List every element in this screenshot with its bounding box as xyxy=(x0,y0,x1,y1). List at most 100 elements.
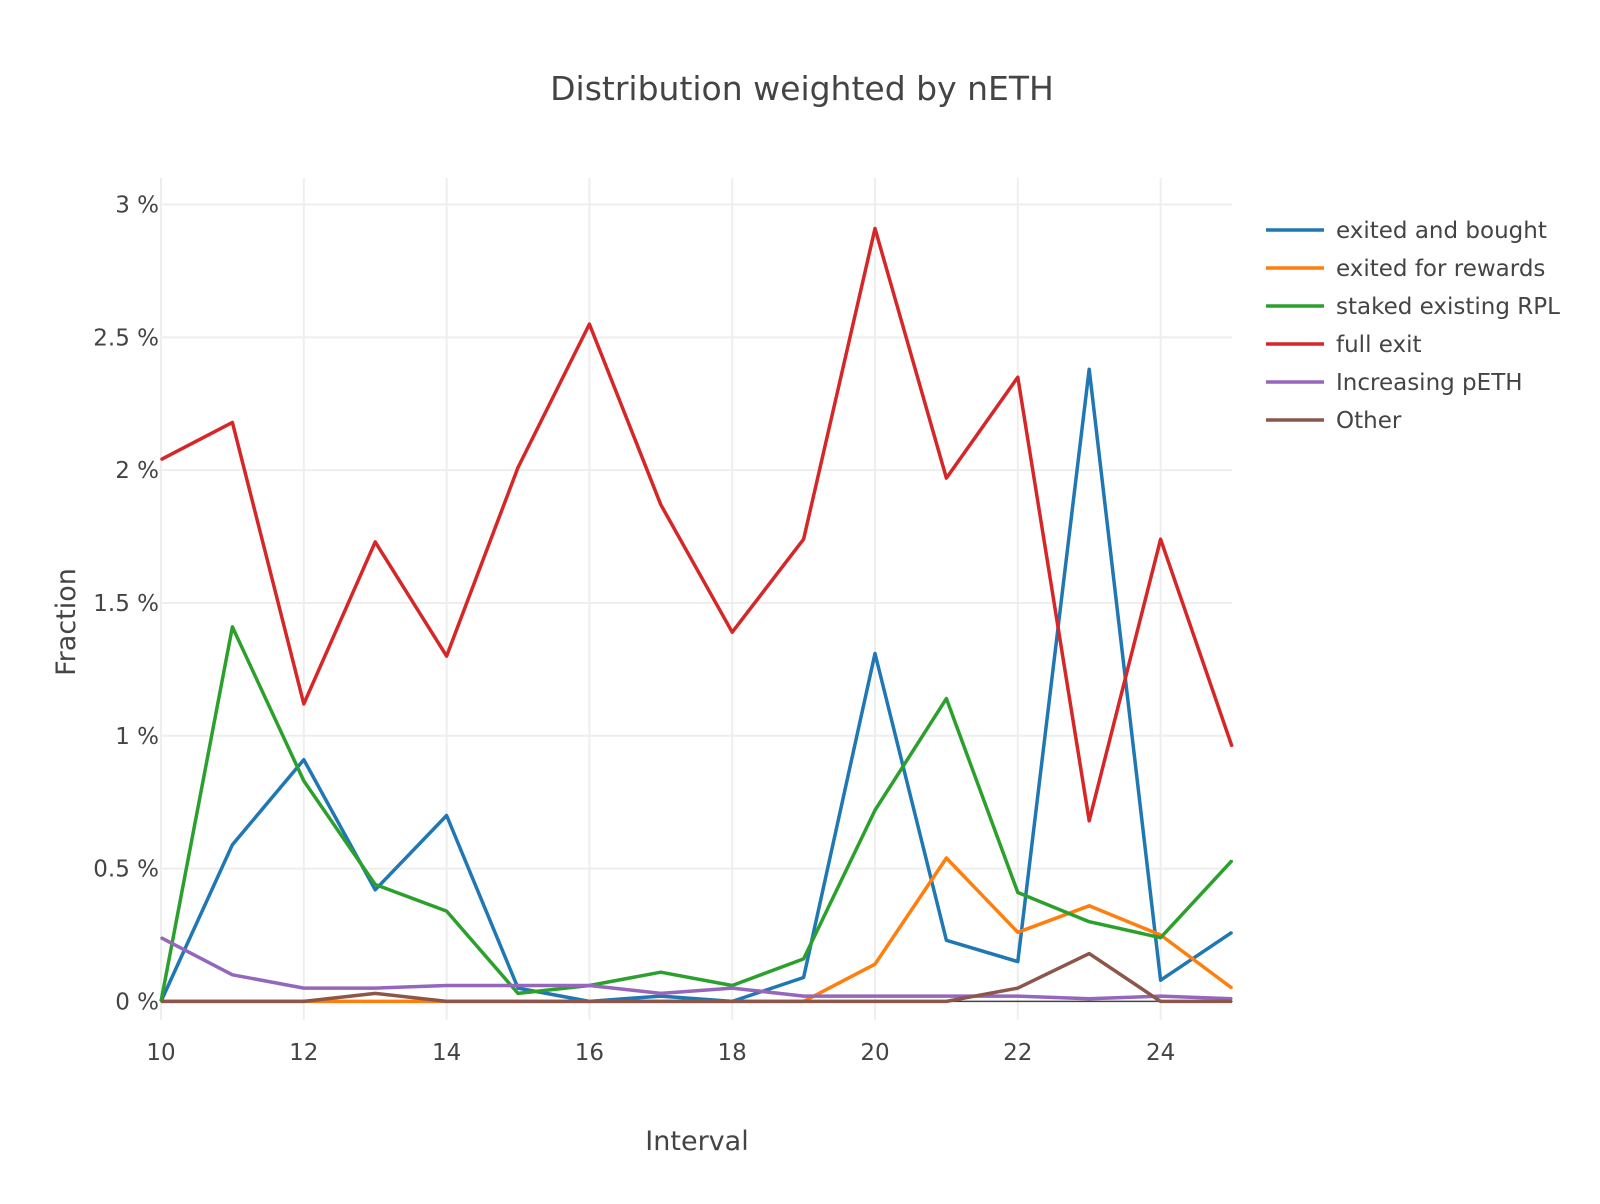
data-point xyxy=(1159,538,1162,541)
data-point xyxy=(374,1000,377,1003)
legend-item[interactable]: staked existing RPL xyxy=(1266,294,1560,320)
data-point xyxy=(445,814,448,817)
data-point xyxy=(1088,819,1090,822)
legend-label: staked existing RPL xyxy=(1336,294,1560,320)
series-lines xyxy=(159,226,1234,1004)
x-tick-label: 22 xyxy=(1003,1040,1032,1066)
data-point xyxy=(945,1000,948,1003)
data-point xyxy=(160,936,162,939)
data-point xyxy=(1159,979,1162,981)
data-point xyxy=(303,1000,305,1003)
data-point xyxy=(445,984,448,987)
data-point xyxy=(1231,931,1233,934)
data-point xyxy=(1231,1000,1233,1003)
chart-title: Distribution weighted by nETH xyxy=(550,69,1054,108)
data-point xyxy=(1231,859,1233,862)
data-point xyxy=(1088,997,1090,1000)
data-point xyxy=(731,631,733,634)
series-line xyxy=(159,367,1233,1004)
data-point xyxy=(1231,997,1233,1000)
data-point xyxy=(945,857,948,859)
data-point xyxy=(802,976,805,979)
legend: exited and bought exited for rewards stake… xyxy=(1266,218,1560,434)
legend-label: Other xyxy=(1336,408,1402,434)
data-point xyxy=(945,995,948,997)
x-tick-label: 18 xyxy=(718,1040,747,1066)
data-point xyxy=(303,758,305,761)
data-point xyxy=(802,1000,805,1003)
y-tick-label: 2 % xyxy=(115,458,159,484)
data-point xyxy=(1088,952,1090,955)
gridlines xyxy=(160,178,1232,1020)
data-point xyxy=(731,987,733,989)
data-point xyxy=(160,1000,162,1003)
data-point xyxy=(231,974,234,976)
y-axis-ticks: 0 % 0.5 % 1 % 1.5 % 2 % 2.5 % 3 % xyxy=(93,193,159,1016)
series-other xyxy=(160,951,1233,1004)
data-point xyxy=(1017,960,1019,963)
legend-label: exited for rewards xyxy=(1336,256,1545,282)
data-point xyxy=(1017,891,1019,894)
series-line xyxy=(159,625,1234,1002)
data-point xyxy=(445,655,448,657)
data-point xyxy=(445,910,448,912)
legend-label: Increasing pETH xyxy=(1336,370,1523,396)
data-point xyxy=(374,883,377,886)
data-point xyxy=(374,541,377,543)
data-point xyxy=(802,995,805,997)
x-tick-label: 12 xyxy=(289,1040,318,1066)
data-point xyxy=(660,1000,662,1003)
data-point xyxy=(231,626,234,628)
legend-label: exited and bought xyxy=(1336,218,1547,244)
data-point xyxy=(588,984,591,987)
data-point xyxy=(517,1000,519,1003)
data-point xyxy=(1088,368,1090,371)
series-staked-existing-rpl xyxy=(159,625,1234,1003)
data-point xyxy=(1159,1000,1162,1003)
legend-item[interactable]: Other xyxy=(1266,408,1402,434)
data-point xyxy=(231,843,234,846)
data-point xyxy=(303,780,305,782)
data-point xyxy=(374,889,377,891)
data-point xyxy=(588,323,591,325)
data-point xyxy=(660,503,662,506)
series-line xyxy=(160,936,1233,1001)
legend-item[interactable]: exited and bought xyxy=(1266,218,1547,244)
data-point xyxy=(445,1000,448,1003)
data-point xyxy=(802,538,805,541)
y-tick-label: 1 % xyxy=(115,724,159,750)
series-line xyxy=(160,226,1234,823)
legend-item[interactable]: exited for rewards xyxy=(1266,256,1545,282)
legend-item[interactable]: full exit xyxy=(1266,332,1422,358)
data-point xyxy=(374,992,377,995)
data-point xyxy=(374,987,377,989)
data-point xyxy=(303,703,305,705)
data-point xyxy=(660,995,662,997)
x-axis-ticks: 10 12 14 16 18 20 22 24 xyxy=(146,1040,1175,1066)
y-tick-label: 3 % xyxy=(115,193,159,219)
data-point xyxy=(945,697,948,700)
data-point xyxy=(1017,931,1019,934)
data-point xyxy=(660,971,662,973)
data-point xyxy=(588,1000,591,1003)
y-axis-title: Fraction xyxy=(51,568,82,676)
legend-item[interactable]: Increasing pETH xyxy=(1266,370,1523,396)
legend-label: full exit xyxy=(1336,332,1422,358)
data-point xyxy=(874,995,876,997)
data-point xyxy=(303,987,305,989)
data-point xyxy=(731,984,733,987)
x-tick-label: 14 xyxy=(432,1040,461,1066)
data-point xyxy=(160,458,162,461)
data-point xyxy=(1231,745,1233,748)
data-point xyxy=(231,421,234,424)
data-point xyxy=(1159,995,1162,997)
data-point xyxy=(802,958,805,960)
data-point xyxy=(874,809,876,811)
y-tick-label: 0.5 % xyxy=(93,857,159,883)
y-tick-label: 0 % xyxy=(115,989,159,1015)
data-point xyxy=(1088,920,1090,923)
x-tick-label: 16 xyxy=(575,1040,604,1066)
data-point xyxy=(517,984,519,987)
